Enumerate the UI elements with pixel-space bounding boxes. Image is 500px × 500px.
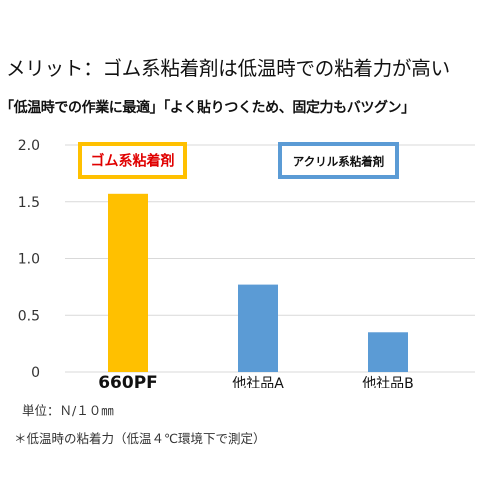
- x-category-label: 他社品B: [362, 376, 414, 388]
- bar-3: [368, 332, 408, 372]
- y-tick-label: 0: [31, 365, 40, 381]
- bar-2: [238, 284, 278, 372]
- legend-box-2: [278, 142, 399, 179]
- subheadline: 「低温時での作業に最適」「よく貼りつくため、固定力もバツグン」: [0, 100, 415, 116]
- y-tick-label: 1.0: [18, 252, 40, 268]
- bar-chart: 0 0.5 1.0 1.5 2.0 660PF 他社品A 他社品B ゴム系粘着剤 アクリル系粘着剤: [18, 138, 475, 393]
- legend-label: アクリル系粘着剤: [293, 155, 384, 169]
- x-category-label: 他社品A: [232, 376, 284, 388]
- legend-box-1: [78, 142, 187, 179]
- x-category-label: 660PF: [98, 373, 158, 388]
- y-tick-label: 2.0: [18, 138, 40, 154]
- y-tick-label: 0.5: [18, 308, 40, 324]
- bar-1: [108, 193, 148, 372]
- chart-area: 0 0.5 1.0 1.5 2.0 660PF 他社品A 他社品B ゴム系粘着剤 アクリル系粘着剤: [0, 123, 500, 393]
- headline: メリット：ゴム系粘着剤は低温時での粘着力が高い: [6, 57, 450, 80]
- unit-note: 単位：Ｎ/１０㎜: [22, 403, 114, 418]
- legend-label: ゴム系粘着剤: [91, 153, 175, 170]
- y-tick-label: 1.5: [18, 195, 40, 211]
- test-condition-note: ＊低温時の粘着力（低温４℃環境下で測定）: [14, 431, 266, 446]
